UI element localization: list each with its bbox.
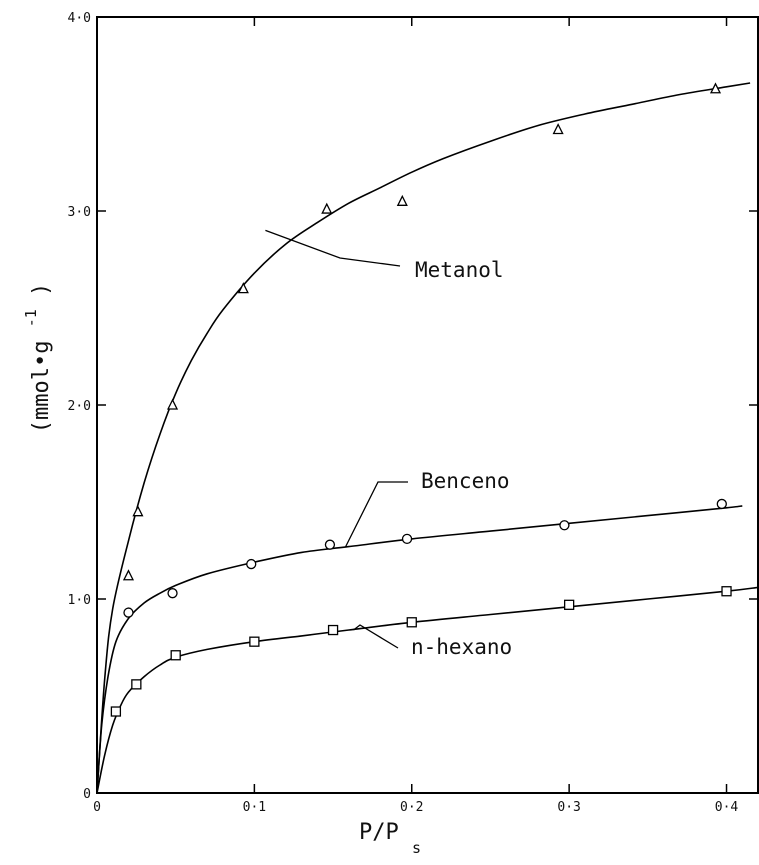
- point-metanol: [321, 202, 333, 214]
- series-label-benceno: Benceno: [421, 469, 510, 493]
- point-n-hexano: [406, 617, 417, 628]
- point-n-hexano: [563, 599, 575, 610]
- y-tick-label: 1·0: [68, 593, 91, 608]
- plot-frame: [96, 16, 759, 794]
- point-benceno: [246, 558, 257, 570]
- leader-n-hexano: [353, 624, 399, 649]
- y-tick-label: 2·0: [68, 399, 91, 414]
- y-tick-label: 0: [83, 787, 91, 802]
- x-tick-label: 0·3: [557, 800, 580, 815]
- plot-border: [96, 16, 759, 794]
- y-tick-label: 4·0: [68, 11, 91, 26]
- point-n-hexano: [249, 636, 260, 647]
- x-tick-label: 0·2: [400, 800, 423, 815]
- point-metanol: [122, 569, 135, 581]
- y-tick-label: 3·0: [68, 205, 91, 220]
- y-axis-title-main: (mmol•g: [29, 341, 54, 434]
- curve-n-hexano: [96, 586, 759, 794]
- y-axis-title-superscript: -1: [22, 309, 40, 327]
- label-leader-lines: [265, 229, 408, 649]
- point-metanol: [132, 505, 144, 517]
- point-n-hexano: [110, 706, 122, 717]
- point-n-hexano: [131, 679, 142, 690]
- x-axis-title-main: P/P: [359, 820, 399, 845]
- leader-metanol: [265, 229, 401, 267]
- series-label-n-hexano: n-hexano: [411, 635, 512, 659]
- x-tick-label: 0·1: [243, 800, 266, 815]
- point-benceno: [401, 533, 413, 545]
- point-benceno: [716, 498, 727, 510]
- point-metanol: [709, 82, 722, 94]
- curve-benceno: [96, 505, 743, 794]
- x-tick-label: 0: [93, 800, 101, 815]
- point-n-hexano: [327, 624, 339, 636]
- point-n-hexano: [170, 650, 181, 661]
- y-axis-title-close: ): [29, 283, 54, 296]
- point-metanol: [552, 123, 564, 135]
- point-benceno: [123, 607, 134, 618]
- point-n-hexano: [721, 586, 732, 597]
- fitted-curves: [96, 82, 759, 794]
- leader-benceno: [345, 481, 408, 547]
- x-axis-title-subscript: s: [412, 839, 421, 857]
- point-metanol: [237, 282, 249, 294]
- series-label-metanol: Metanol: [415, 258, 504, 282]
- x-tick-label: 0·4: [715, 800, 739, 815]
- x-axis-title: P/P s: [359, 820, 421, 857]
- point-benceno: [324, 539, 336, 550]
- data-markers: [110, 82, 732, 717]
- curve-metanol: [96, 82, 751, 794]
- point-benceno: [559, 520, 570, 531]
- tick-labels: 0 0·1 0·2 0·3 0·4 0 1·0 2·0 3·0 4·0: [68, 11, 739, 815]
- point-metanol: [166, 398, 179, 410]
- point-benceno: [167, 588, 178, 599]
- point-metanol: [396, 194, 408, 206]
- y-axis-title: (mmol•g -1 ): [17, 283, 54, 434]
